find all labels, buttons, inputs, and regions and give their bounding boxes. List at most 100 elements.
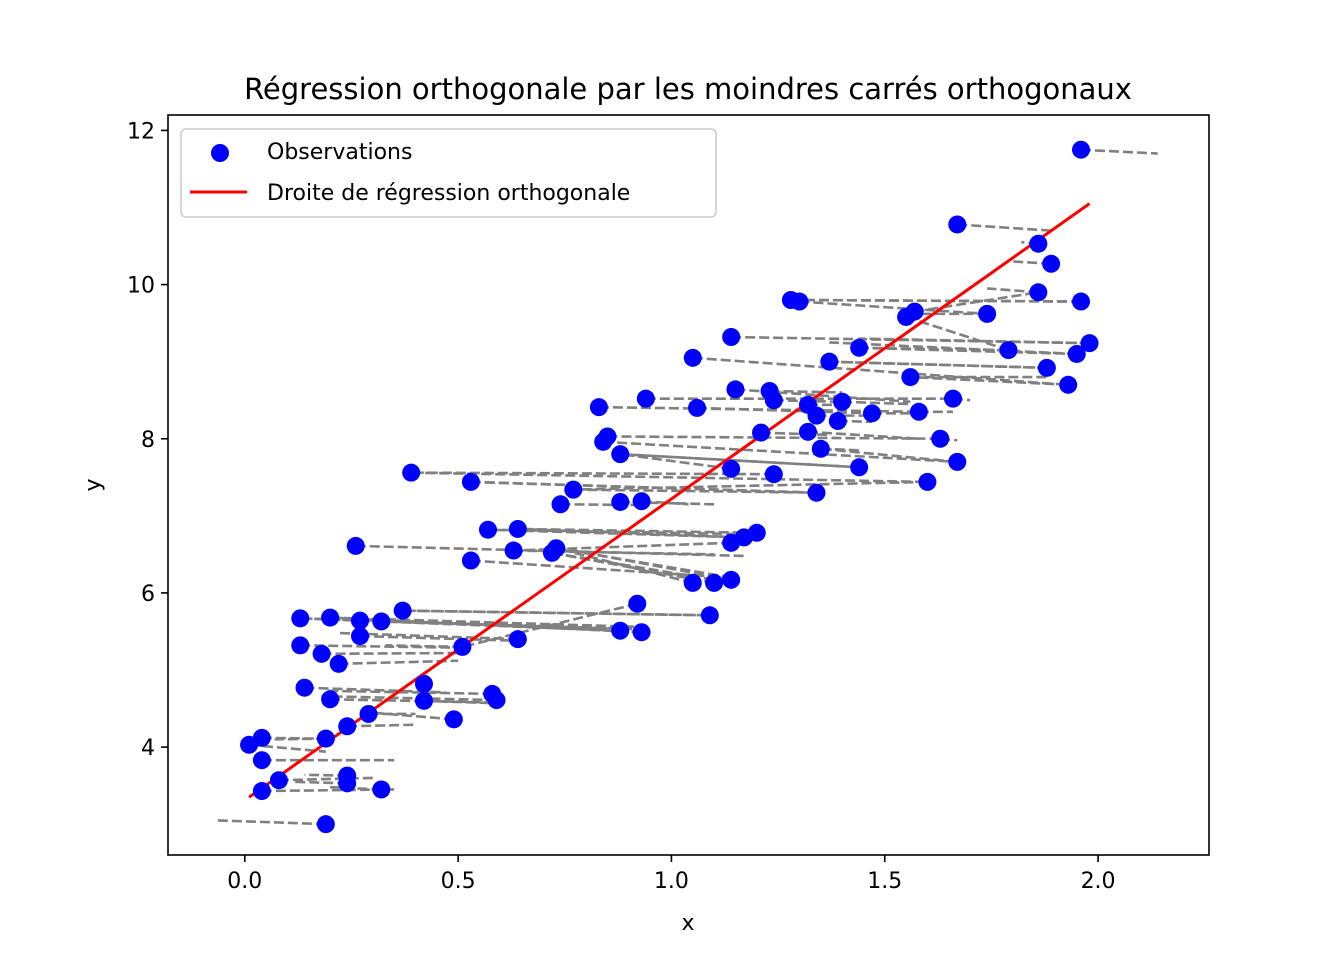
projection-segment bbox=[799, 298, 1082, 303]
observation-point bbox=[944, 389, 963, 408]
observation-point bbox=[350, 611, 369, 630]
observation-point bbox=[551, 495, 570, 514]
observation-point bbox=[338, 717, 357, 736]
observation-point bbox=[291, 609, 310, 628]
observation-point bbox=[329, 654, 348, 673]
observation-point bbox=[850, 338, 869, 357]
projection-segment bbox=[470, 480, 817, 495]
projection-segment bbox=[411, 471, 774, 476]
observation-point bbox=[901, 368, 920, 387]
projection-segment bbox=[347, 723, 416, 728]
projection-segment bbox=[261, 788, 395, 793]
projection-segment bbox=[859, 346, 1009, 352]
projection-segment bbox=[957, 223, 1052, 232]
observation-point bbox=[414, 674, 433, 693]
observation-point bbox=[372, 780, 391, 799]
axes-frame bbox=[167, 114, 1210, 856]
observation-point bbox=[700, 606, 719, 625]
observation-point bbox=[726, 380, 745, 399]
projection-segment bbox=[603, 440, 958, 464]
x-tick-label: 0.5 bbox=[441, 869, 476, 894]
observation-point bbox=[359, 704, 378, 723]
observation-point bbox=[1080, 334, 1099, 353]
legend-marker-observations bbox=[211, 144, 229, 162]
observation-point bbox=[547, 539, 566, 558]
observation-point bbox=[414, 691, 433, 710]
projection-segment bbox=[278, 776, 373, 782]
projection-segment bbox=[573, 480, 928, 491]
projection-segment bbox=[355, 544, 744, 558]
observation-point bbox=[461, 472, 480, 491]
observation-point bbox=[850, 458, 869, 477]
observation-point bbox=[688, 398, 707, 417]
observation-point bbox=[807, 483, 826, 502]
observation-point bbox=[252, 728, 271, 747]
legend-box bbox=[180, 128, 717, 218]
observation-point bbox=[589, 398, 608, 417]
projection-segment bbox=[291, 780, 348, 785]
x-tick-label: 0.0 bbox=[227, 869, 262, 894]
observation-point bbox=[291, 636, 310, 655]
observation-point bbox=[683, 573, 702, 592]
observation-point bbox=[1067, 344, 1086, 363]
y-tick-label: 6 bbox=[141, 582, 155, 607]
observation-point bbox=[487, 691, 506, 710]
projection-segment bbox=[1080, 148, 1158, 155]
observation-point bbox=[918, 472, 937, 491]
observation-point bbox=[1037, 358, 1056, 377]
projection-segment bbox=[402, 609, 710, 617]
observation-point bbox=[372, 612, 391, 631]
observation-point bbox=[611, 621, 630, 640]
projection-segment bbox=[607, 435, 945, 441]
observation-point bbox=[321, 690, 340, 709]
projection-segment bbox=[696, 406, 872, 415]
projection-segment bbox=[517, 527, 757, 535]
observation-point bbox=[978, 304, 997, 323]
projection-segment bbox=[859, 337, 1090, 345]
legend-label-regression-line: Droite de régression orthogonale bbox=[267, 181, 630, 206]
x-tick-label: 1.0 bbox=[654, 869, 689, 894]
projection-segment bbox=[214, 819, 326, 826]
observation-point bbox=[828, 412, 847, 431]
observation-point bbox=[453, 637, 472, 656]
observation-point bbox=[1072, 292, 1091, 311]
observation-point bbox=[402, 463, 421, 482]
observation-point bbox=[504, 541, 523, 560]
projection-segment bbox=[760, 431, 830, 437]
observation-point bbox=[636, 389, 655, 408]
y-tick-label: 12 bbox=[127, 119, 155, 144]
regression-line bbox=[248, 202, 1091, 799]
projection-segment bbox=[330, 697, 493, 704]
projection-segment bbox=[560, 546, 732, 582]
projection-segment bbox=[321, 651, 459, 656]
observation-point bbox=[905, 302, 924, 321]
projection-segment bbox=[423, 699, 493, 705]
observation-points bbox=[240, 140, 1099, 834]
observation-point bbox=[338, 774, 357, 793]
projection-segment bbox=[368, 711, 454, 721]
projection-segment bbox=[807, 430, 919, 441]
observation-point bbox=[705, 573, 724, 592]
observation-point bbox=[316, 815, 335, 834]
observation-point bbox=[252, 782, 271, 801]
projection-segments bbox=[214, 148, 1158, 826]
plot-area bbox=[214, 140, 1158, 834]
observation-point bbox=[444, 710, 463, 729]
projection-segment bbox=[620, 452, 860, 469]
y-axis: 4 6 8 10 12 bbox=[127, 119, 168, 761]
observation-point bbox=[564, 480, 583, 499]
observation-point bbox=[790, 292, 809, 311]
observation-point bbox=[999, 341, 1018, 360]
observation-point bbox=[752, 423, 771, 442]
projection-segment bbox=[321, 694, 497, 702]
x-axis-label: x bbox=[681, 911, 694, 936]
observation-point bbox=[632, 623, 651, 642]
observation-point bbox=[461, 551, 480, 570]
observation-point bbox=[722, 570, 741, 589]
observation-point bbox=[295, 678, 314, 697]
observation-point bbox=[811, 439, 830, 458]
observation-point bbox=[683, 348, 702, 367]
observation-point bbox=[862, 404, 881, 423]
observation-point bbox=[346, 536, 365, 555]
observation-point bbox=[722, 459, 741, 478]
